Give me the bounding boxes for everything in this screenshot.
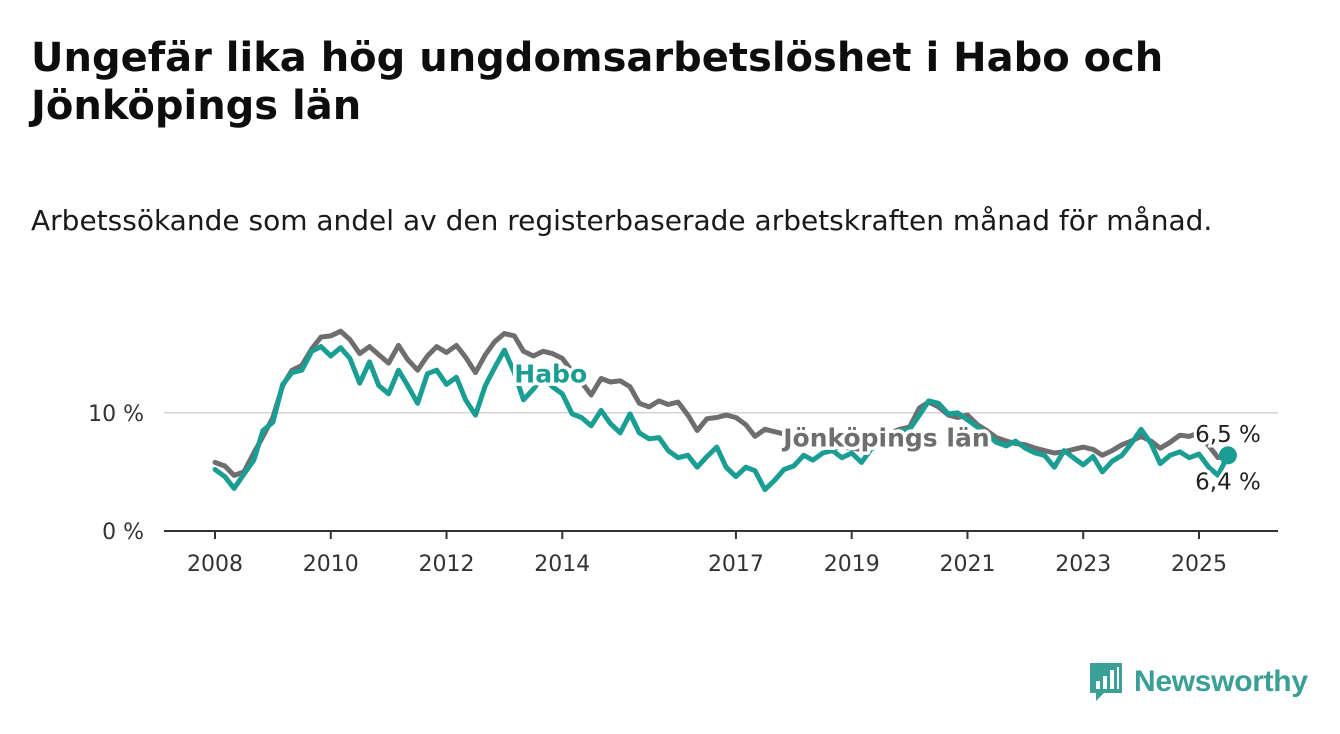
series-label: Habo (514, 360, 587, 389)
page-subtitle: Arbetssökande som andel av den registerb… (31, 204, 1213, 237)
line-chart: 0 % 10 % 2008 2010 2012 2014 2017 2019 2021 2023 2… (88, 328, 1278, 577)
x-tick-label: 2025 (1171, 552, 1227, 577)
bar-chart-logo-icon (1090, 663, 1122, 701)
x-tick-label: 2019 (824, 552, 880, 577)
series-line-j-nk-pings-l-n (212, 328, 1231, 478)
x-tick-label: 2010 (303, 552, 359, 577)
x-tick-label: 2014 (534, 552, 590, 577)
x-tick-label: 2008 (187, 552, 243, 577)
y-tick-label: 10 % (88, 402, 144, 427)
brand-name: Newsworthy (1134, 665, 1308, 698)
series-label: Jönköpings län (781, 424, 989, 453)
y-tick-label: 0 % (102, 520, 144, 545)
end-value-label: 6,5 % (1195, 422, 1261, 448)
endpoint-marker (1218, 446, 1237, 465)
end-value-label: 6,4 % (1195, 469, 1261, 495)
series-line-habo (212, 344, 1231, 493)
x-tick-label: 2017 (708, 552, 764, 577)
x-tick-label: 2023 (1055, 552, 1111, 577)
x-tick-label: 2021 (939, 552, 995, 577)
x-tick-label: 2012 (419, 552, 475, 577)
page-title: Ungefär lika hög ungdomsarbetslöshet i H… (31, 35, 1164, 129)
brand-logo: Newsworthy (1088, 660, 1308, 704)
